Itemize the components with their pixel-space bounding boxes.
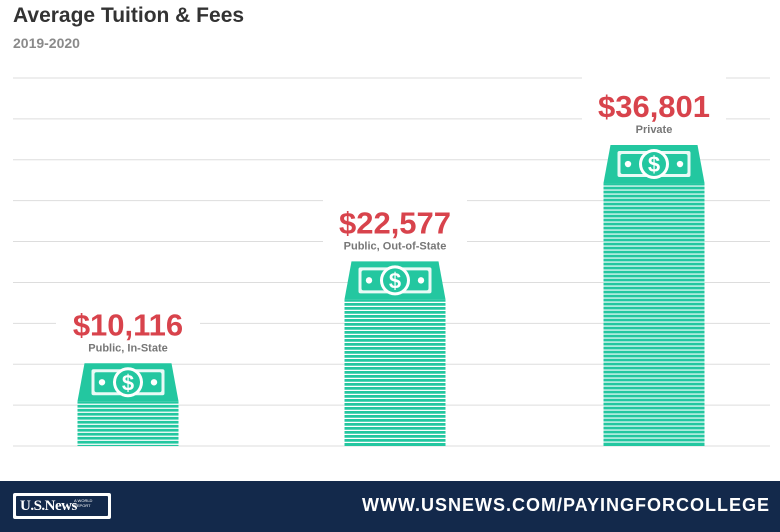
footer-url[interactable]: WWW.USNEWS.COM/PAYINGFORCOLLEGE [362,495,770,515]
bill-dot [150,379,158,386]
label-backing [323,193,467,254]
dollar-sign-icon: $ [122,370,134,395]
category-label: Private [636,124,673,136]
label-backing [582,77,726,138]
bill-dot [417,277,425,284]
bill-dot [98,379,106,386]
dollar-sign-icon: $ [389,268,401,293]
dollar-coin-inner [116,370,140,395]
chart-subtitle: 2019-2020 [13,35,80,51]
dollar-sign-icon: $ [648,152,660,177]
chart-title: Average Tuition & Fees [13,4,245,27]
bill-dot [365,277,373,284]
category-label: Public, In-State [88,342,167,354]
value-label: $22,577 [339,205,451,240]
footer: U.S.News A WORLD REPORT WWW.USNEWS.COM/P… [0,481,780,532]
bill-dot [676,160,684,168]
dollar-coin-inner [642,152,666,177]
label-backing [56,295,200,356]
value-label: $10,116 [73,307,183,342]
bill-dot [624,160,632,168]
usnews-logo[interactable]: U.S.News A WORLD REPORT [13,493,111,519]
category-label: Public, Out-of-State [344,240,447,252]
dollar-coin-inner [383,268,407,293]
logo-text: U.S.News [20,498,77,514]
logo-tagline: A WORLD REPORT [74,498,93,508]
value-label: $36,801 [598,89,710,124]
bar [344,299,446,446]
